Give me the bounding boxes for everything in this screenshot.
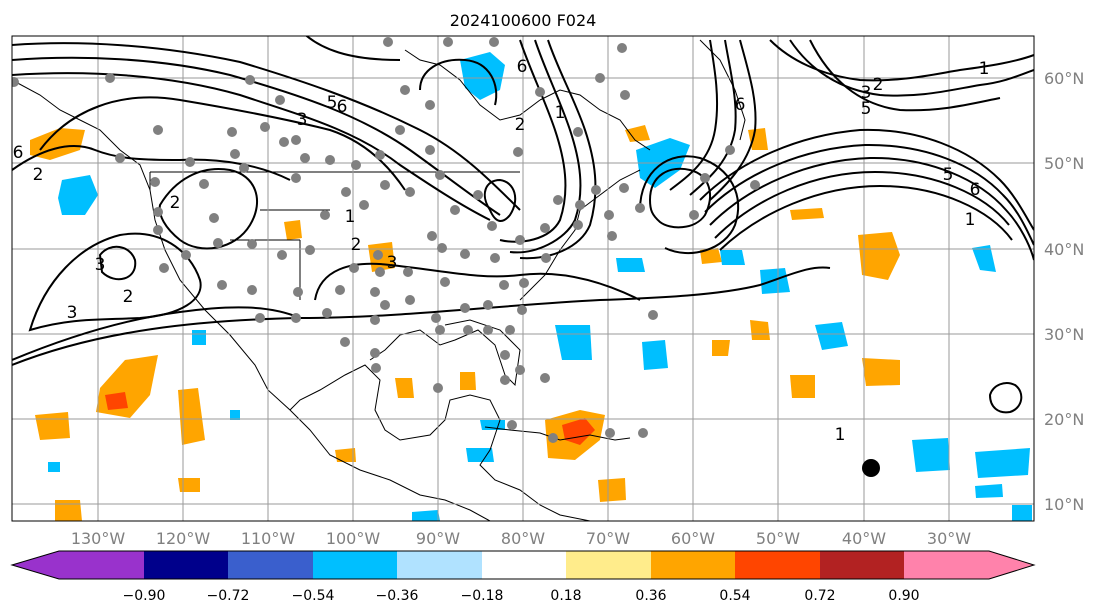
colorbar-tick-label: 0.72 [804,588,835,604]
contour-label: 6 [517,57,528,77]
colorbar-segment [566,551,651,579]
contour-label: 6 [735,95,746,115]
colorbar-segment [397,551,482,579]
contour-label: 2 [515,115,526,135]
map-title: 2024100600 F024 [450,11,597,30]
contour-label: 5 [943,165,954,185]
contour-label: 2 [351,235,362,255]
colorbar-tick-label: 0.18 [550,588,581,604]
contour-label: 5 [327,93,338,113]
contour-label: 2 [873,75,884,95]
map-border [11,35,1035,522]
colorbar-segment [735,551,820,579]
lat-tick-labels: 60°N 50°N 40°N 30°N 20°N 10°N [1044,69,1084,514]
colorbar-tick-label: 0.54 [719,588,750,604]
contour-label: 3 [67,303,78,323]
lat-tick-label: 60°N [1044,69,1084,88]
colorbar-segment [228,551,313,579]
coastlines [12,39,746,521]
contour-label: 1 [979,59,990,79]
lat-tick-label: 10°N [1044,495,1084,514]
colorbar-tick-labels: −0.90 −0.72 −0.54 −0.36 −0.18 0.18 0.36 … [123,588,920,604]
colorbar-outline [10,550,1036,580]
colorbar [10,550,1036,580]
station-markers [12,37,760,443]
colorbar-segment [144,551,228,579]
colorbar-segment [651,551,735,579]
contour-label: 1 [555,103,566,123]
colorbar-tick-label: −0.36 [376,588,419,604]
contour-label: 3 [297,110,308,130]
black-marker-dot [862,459,880,477]
contour-label: 2 [123,287,134,307]
colorbar-tick-label: 0.36 [635,588,666,604]
colorbar-tick-label: 0.90 [888,588,919,604]
lon-tick-label: 110°W [241,529,296,548]
contour-label: 3 [95,255,106,275]
contour-labels: 6 2 3 6 5 2 3 3 2 2 3 1 6 2 1 2 3 5 1 6 … [13,57,990,445]
colorbar-segment [12,551,59,579]
colorbar-segment [820,551,904,579]
lat-tick-label: 20°N [1044,410,1084,429]
contour-label: 6 [337,97,348,117]
colorbar-segment [313,551,397,579]
contour-label: 1 [965,210,976,230]
contour-label: 6 [13,143,24,163]
contour-label: 6 [970,180,981,200]
lat-tick-label: 50°N [1044,154,1084,173]
lon-tick-label: 40°W [842,529,886,548]
lon-tick-label: 120°W [156,529,211,548]
colorbar-segment [59,551,144,579]
colorbar-segment [989,551,1034,579]
lat-tick-label: 30°N [1044,325,1084,344]
colorbar-tick-label: −0.72 [207,588,250,604]
lon-tick-label: 30°W [927,529,971,548]
contour-label: 3 [861,83,872,103]
colorbar-segment [904,551,989,579]
lat-tick-label: 40°N [1044,240,1084,259]
colorbar-tick-label: −0.18 [461,588,504,604]
contour-label: 1 [835,425,846,445]
lon-tick-label: 50°W [756,529,800,548]
lon-tick-labels: 130°W 120°W 110°W 100°W 90°W 80°W 70°W 6… [71,529,971,548]
contour-label: 2 [33,165,44,185]
contour-label: 2 [170,193,181,213]
lon-tick-label: 90°W [416,529,460,548]
lon-tick-label: 80°W [501,529,545,548]
lon-tick-label: 100°W [326,529,381,548]
lon-tick-label: 60°W [671,529,715,548]
contour-label: 3 [387,253,398,273]
lon-tick-label: 130°W [71,529,126,548]
colorbar-segment [482,551,566,579]
contour-label: 1 [345,207,356,227]
colorbar-tick-label: −0.54 [292,588,335,604]
contour-label: 5 [861,99,872,119]
lon-tick-label: 70°W [586,529,630,548]
colorbar-tick-label: −0.90 [123,588,166,604]
